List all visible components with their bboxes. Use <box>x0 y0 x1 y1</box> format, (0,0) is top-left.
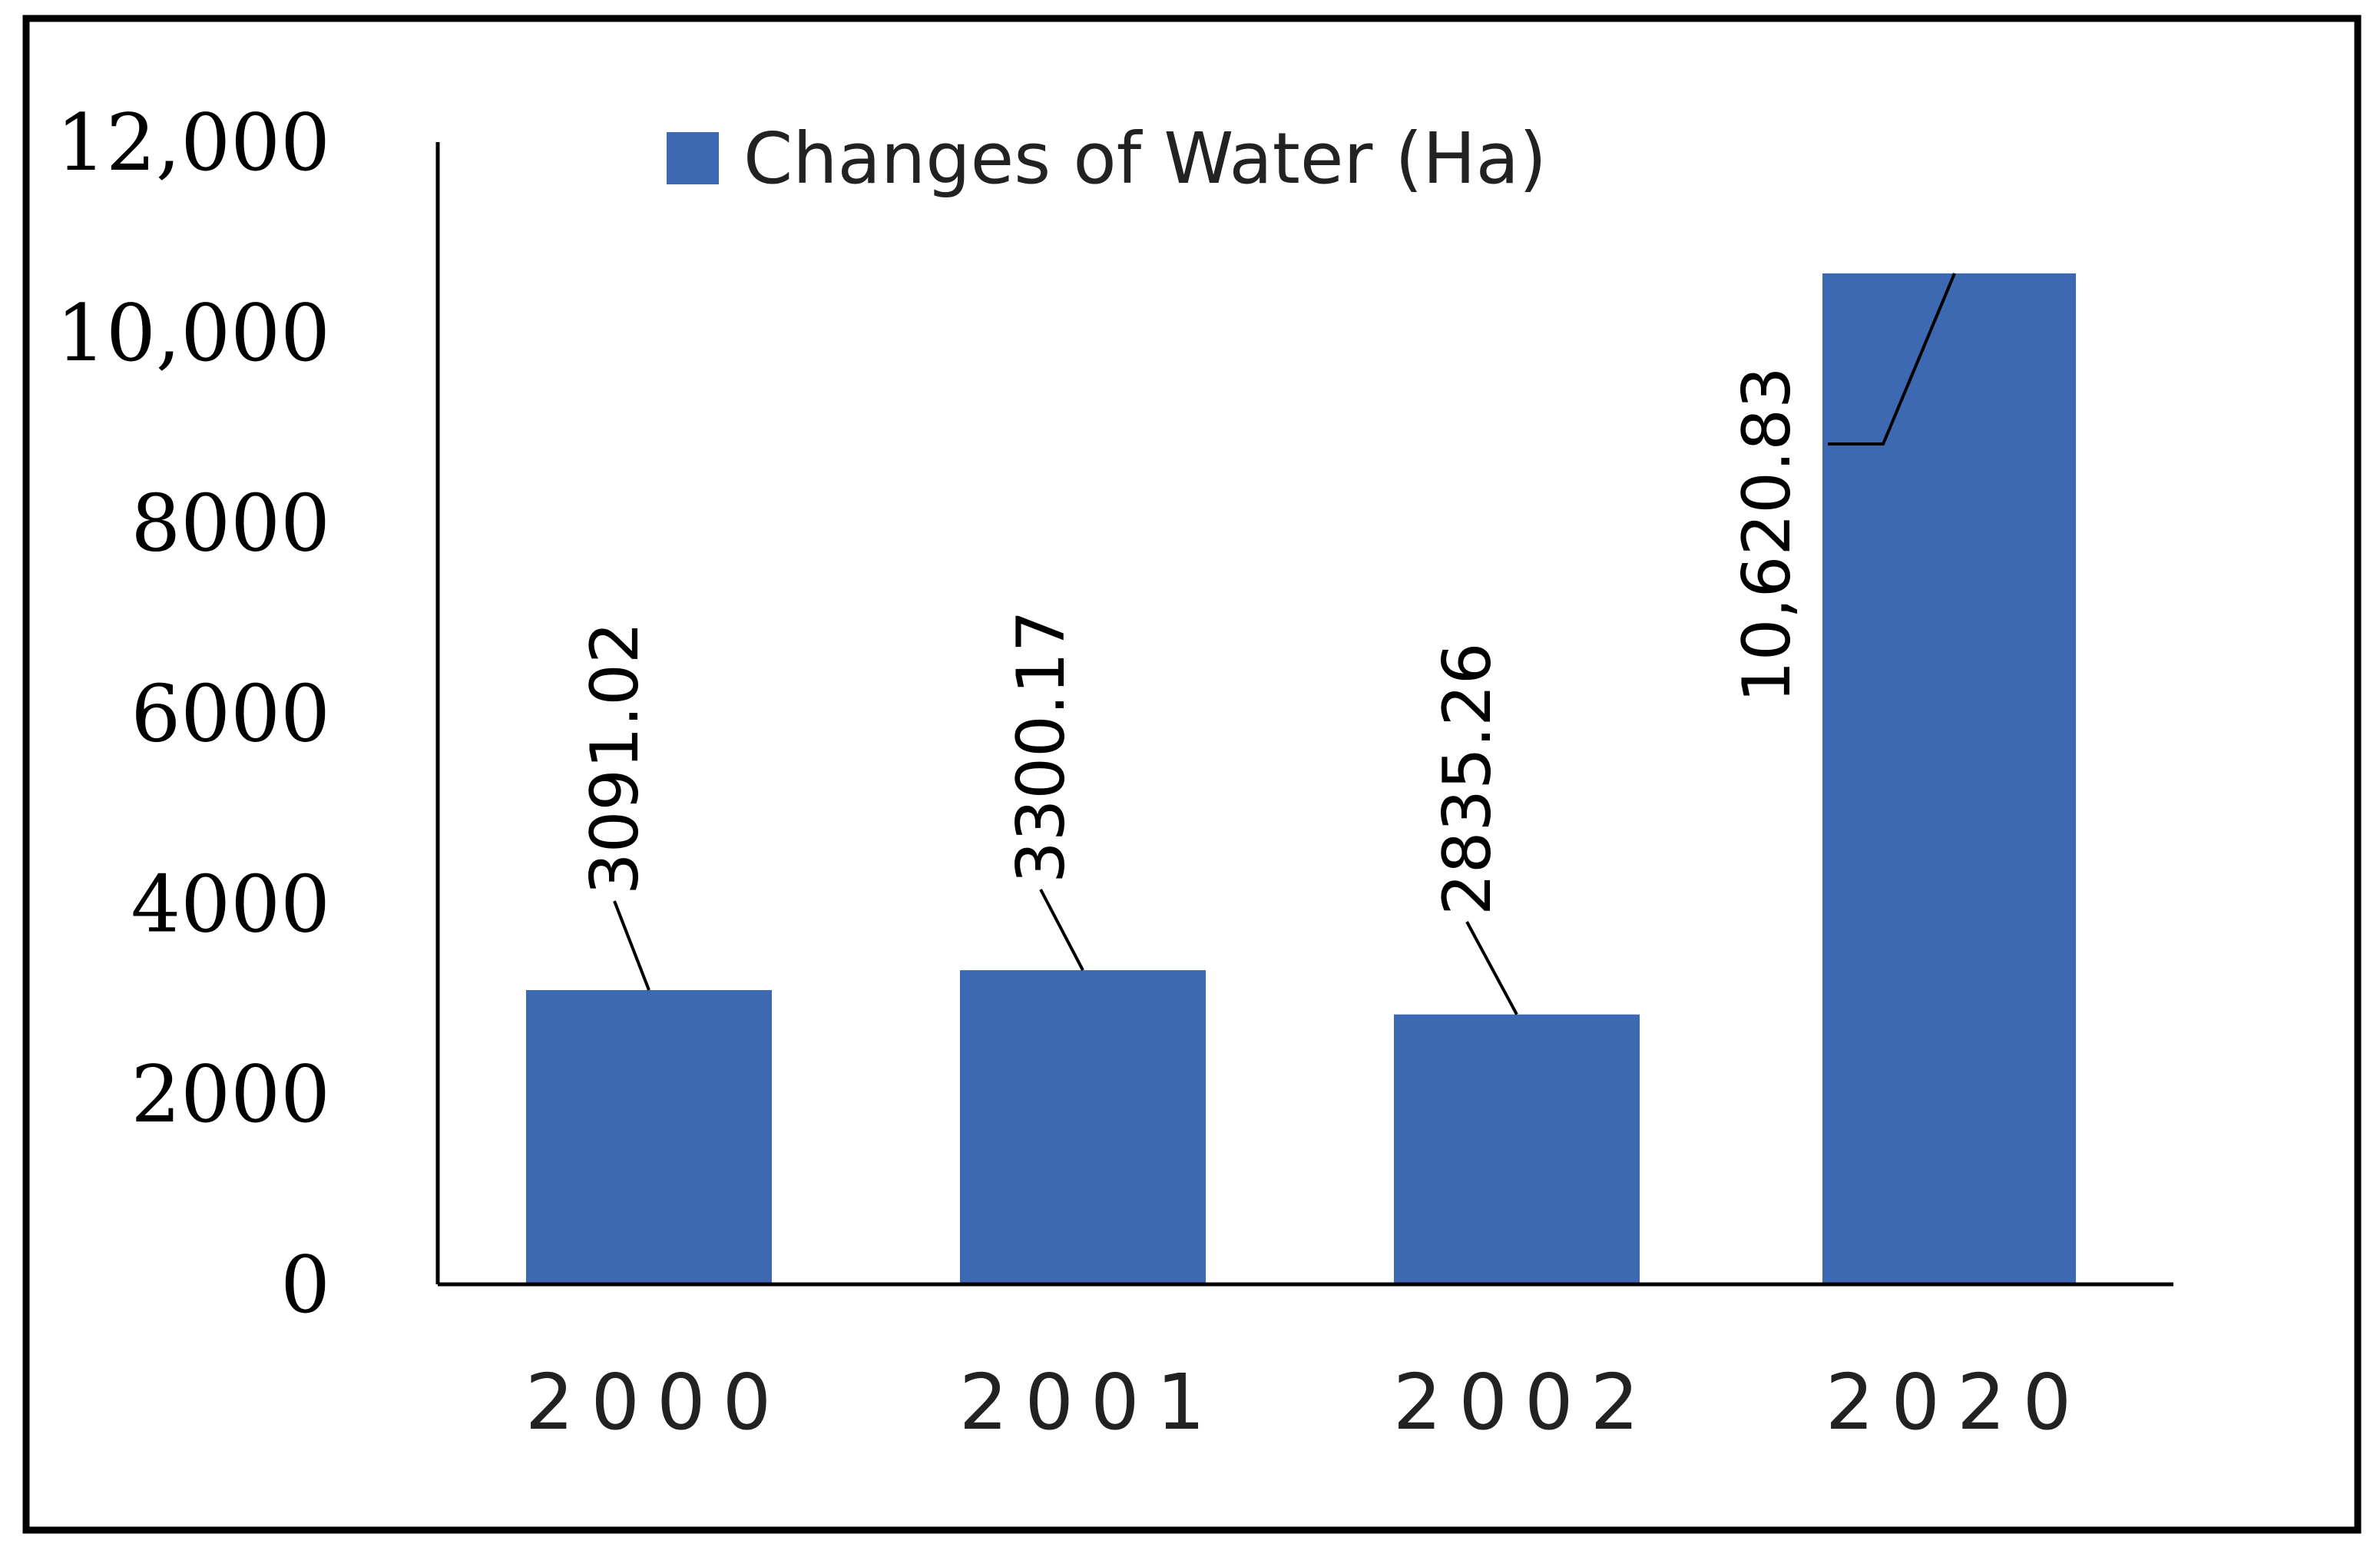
bar-2020 <box>1822 273 2076 1285</box>
y-tick-label-1: 2000 <box>131 1049 330 1141</box>
data-label-2000: 3091.02 <box>577 621 654 895</box>
leader-line-2002 <box>1465 921 1518 1015</box>
x-category-label-2000: 2000 <box>525 1357 789 1447</box>
legend: Changes of Water (Ha) <box>667 118 1547 200</box>
y-tick-label-4: 8000 <box>131 479 330 570</box>
x-axis-categories: 2000 2001 2002 2020 <box>525 1357 2089 1447</box>
bar-2002 <box>1394 1014 1640 1284</box>
leader-lines <box>613 273 1956 1015</box>
y-tick-label-2: 4000 <box>131 859 330 950</box>
x-category-label-2002: 2002 <box>1393 1357 1657 1447</box>
bar-2001 <box>960 970 1206 1284</box>
x-category-label-2020: 2020 <box>1826 1357 2089 1447</box>
bars <box>526 273 2076 1285</box>
bar-2000 <box>526 989 772 1284</box>
data-labels: 3091.02 3300.17 2835.26 10,620.83 <box>577 366 1806 916</box>
y-tick-label-3: 6000 <box>131 669 330 760</box>
legend-label: Changes of Water (Ha) <box>743 118 1547 200</box>
y-tick-label-0: 0 <box>280 1240 330 1331</box>
y-tick-label-6: 12,000 <box>56 98 330 189</box>
legend-swatch <box>667 132 719 184</box>
x-category-label-2001: 2001 <box>959 1357 1223 1447</box>
leader-line-2000 <box>613 900 650 991</box>
data-label-2020: 10,620.83 <box>1729 366 1806 703</box>
leader-line-2001 <box>1039 889 1084 971</box>
data-label-2002: 2835.26 <box>1429 642 1506 916</box>
data-label-2001: 3300.17 <box>1003 610 1080 883</box>
leader-line-2020 <box>1828 273 1956 446</box>
y-tick-label-5: 10,000 <box>56 288 330 379</box>
y-axis-ticks: 0 2000 4000 6000 8000 10,000 12,000 <box>56 98 330 1331</box>
